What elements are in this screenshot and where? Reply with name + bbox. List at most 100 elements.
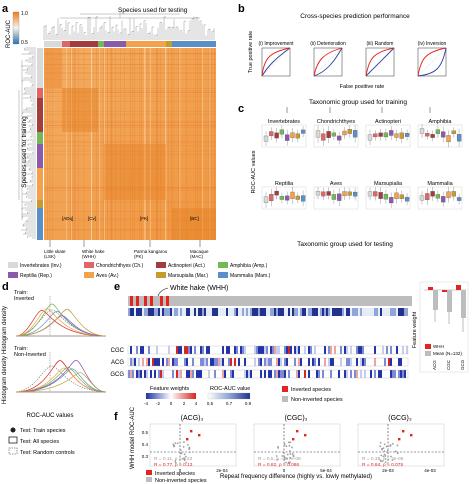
auc-cell — [382, 308, 384, 316]
panel-f-legend: Inverted species Non-inverted species — [146, 470, 207, 484]
auc-cell — [158, 308, 160, 316]
feature-weight-cell — [372, 346, 374, 354]
legend-label: Amphibia (Amp.) — [230, 263, 268, 269]
point-noninverted — [173, 445, 176, 447]
feature-weight-cell — [258, 346, 260, 354]
feature-weight-cell — [378, 370, 380, 378]
point-noninverted — [384, 455, 387, 457]
feature-weight-cell — [132, 346, 134, 354]
feature-weight-cell — [190, 358, 192, 366]
feature-weight-cell — [266, 346, 268, 354]
panel-c-ylabel: ROC-AUC values — [251, 150, 257, 193]
feature-weight-cell — [156, 358, 158, 366]
feature-weight-cell — [216, 358, 218, 366]
point-noninverted — [185, 461, 188, 464]
bar-legend-swatch — [425, 344, 431, 349]
auc-cell — [328, 308, 330, 316]
left-bar-mammalia — [37, 208, 43, 240]
auc-cell — [150, 308, 152, 316]
feature-weight-cell — [358, 346, 360, 354]
feature-weight-cell — [160, 346, 162, 354]
feature-weight-cell — [214, 346, 216, 354]
feature-weight-cell — [400, 358, 402, 366]
feature-weight-cell — [364, 358, 366, 366]
feature-weight-cell — [174, 358, 176, 366]
panel-d-ylabel-bottom: Histogram density — [2, 356, 8, 404]
auc-cell — [138, 308, 140, 316]
density-random — [15, 365, 107, 393]
boxplot-box — [430, 134, 435, 138]
feature-weight-cell — [358, 370, 360, 378]
boxplot-box — [263, 196, 269, 203]
feature-weight-cell — [344, 346, 346, 354]
feature-weight-cell — [216, 370, 218, 378]
feature-weight-cell — [406, 370, 408, 378]
scatter-frame — [149, 423, 237, 467]
feature-weight-cell — [326, 358, 328, 366]
legend-swatch — [84, 262, 94, 268]
auc-cell — [330, 308, 332, 316]
feature-weight-cell — [334, 358, 336, 366]
feature-weight-cell — [138, 358, 140, 366]
top-bar-actinopteri — [70, 41, 98, 47]
feature-weight-cell — [252, 346, 254, 354]
feature-weight-cell — [184, 370, 186, 378]
auc-cell — [242, 308, 244, 316]
panel-letter-d: d — [2, 281, 9, 293]
feature-weight-cell — [348, 370, 350, 378]
feature-weight-cell — [326, 370, 328, 378]
feature-weight-cell — [274, 370, 276, 378]
cell-label: [BC] — [190, 216, 199, 221]
feature-weight-cell — [294, 358, 296, 366]
boxplot-box — [383, 132, 389, 138]
feature-weight-cell — [176, 358, 178, 366]
feature-weight-cell — [214, 358, 216, 366]
feature-weight-cell — [168, 346, 170, 354]
feature-weight-cell — [338, 370, 340, 378]
feature-weight-cell — [290, 346, 292, 354]
boxplot-box — [404, 197, 410, 202]
auc-cell — [134, 308, 136, 316]
feature-weight-cell — [220, 370, 222, 378]
boxplot-box — [285, 195, 290, 201]
top-bar-reptilia — [104, 41, 126, 47]
legend-label: Non-inverted species — [291, 397, 343, 403]
boxplot-box — [373, 133, 378, 138]
boxplot-box — [373, 191, 378, 197]
auc-cell — [270, 308, 272, 316]
boxplot-box — [367, 134, 373, 141]
point-noninverted — [382, 447, 385, 450]
feature-weight-cell — [150, 370, 152, 378]
heatmap — [44, 48, 216, 240]
feature-weight-cell — [328, 358, 330, 366]
feature-weight-cell — [134, 346, 136, 354]
density-curve — [15, 359, 107, 393]
density-curve — [15, 308, 107, 337]
boxplot-box — [279, 129, 285, 135]
panel-b-xlabel: False positive rate — [340, 84, 385, 90]
feature-weight-cell — [400, 370, 402, 378]
auc-cell — [156, 308, 158, 316]
auc-cell — [358, 308, 360, 316]
panel-f: f WHH model ROC-AUC (ACG)₃ R = 0.11, ρ = … — [114, 406, 445, 484]
auc-gradient — [207, 392, 251, 400]
feature-weight-cell — [210, 370, 212, 378]
feature-weight-cell — [372, 370, 374, 378]
feature-weight-cell — [388, 346, 390, 354]
feature-weight-cell — [396, 346, 398, 354]
point-noninverted — [283, 456, 286, 459]
point-noninverted — [179, 449, 182, 452]
feature-weight-cell — [188, 370, 190, 378]
boxplot-box — [285, 134, 290, 141]
feature-weight-cell — [350, 358, 352, 366]
auc-cell — [384, 308, 386, 316]
feature-weight-cell — [272, 346, 274, 354]
auc-cell — [154, 308, 156, 316]
feature-weight-cell — [288, 370, 290, 378]
feature-weight-cell — [228, 358, 230, 366]
feature-weight-cell — [224, 346, 226, 354]
feature-weight-cell — [266, 358, 268, 366]
feature-weight-cell — [394, 346, 396, 354]
legend-label: Non-inverted species — [155, 478, 207, 484]
